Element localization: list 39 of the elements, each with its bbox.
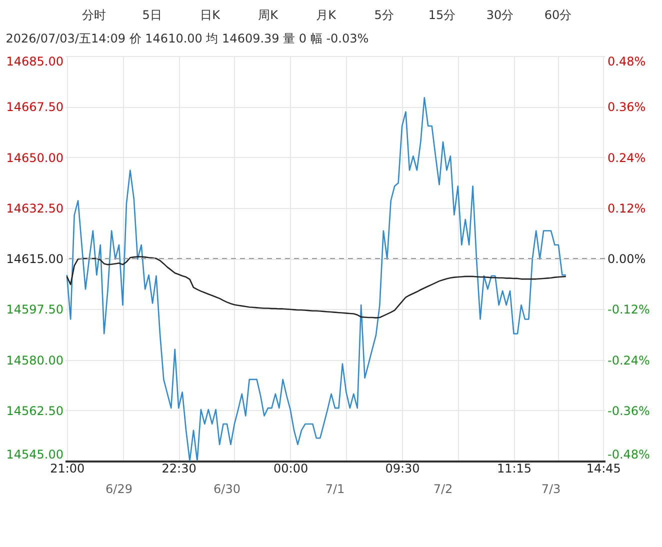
text: 5分 xyxy=(374,8,394,22)
x-tick-label: 00:00 xyxy=(274,462,308,476)
y2-tick-label: -0.48% xyxy=(608,448,650,462)
x-tick-label: 14:45 xyxy=(586,462,621,476)
y-tick-label: 14667.50 xyxy=(6,100,64,114)
y2-tick-label: -0.12% xyxy=(608,302,650,317)
text: 60分 xyxy=(544,8,572,22)
text: 15分 xyxy=(428,8,456,22)
text: 6/29 xyxy=(106,482,132,496)
y-tick-label: 14580.00 xyxy=(6,353,64,368)
y-tick-label: 14685.00 xyxy=(6,54,64,68)
y-tick-label: 14562.50 xyxy=(6,404,64,418)
text: 5日 xyxy=(142,8,162,22)
x-tick-label: 22:30 xyxy=(162,462,196,476)
text: 6/30 xyxy=(214,482,240,496)
y2-tick-label: -0.36% xyxy=(608,404,650,418)
text: 日K xyxy=(200,8,222,22)
y2-tick-label: 0.12% xyxy=(608,201,646,216)
text: 30分 xyxy=(486,8,514,22)
y-tick-label: 14632.50 xyxy=(6,201,64,216)
chart-title: 2026/07/03/五14:09 价 14610.00 均 14609.39 量 0 幅 -0.03% xyxy=(6,31,369,46)
y2-tick-label: 0.24% xyxy=(608,150,646,165)
text: 周K xyxy=(258,8,280,22)
y-tick-label: 14615.00 xyxy=(6,252,64,266)
y2-tick-label: 0.36% xyxy=(608,100,646,114)
text: 7/2 xyxy=(433,482,453,496)
text: 7/1 xyxy=(325,482,345,496)
y-tick-label: 14650.00 xyxy=(6,150,64,165)
text: 月K xyxy=(316,8,338,22)
x-tick-label: 21:00 xyxy=(50,462,85,476)
text: 7/3 xyxy=(541,482,561,496)
y-tick-label: 14597.50 xyxy=(6,302,64,317)
y2-tick-label: 0.48% xyxy=(608,54,646,68)
x-tick-label: 09:30 xyxy=(385,462,420,476)
x-tick-label: 11:15 xyxy=(496,462,532,476)
y2-tick-label: -0.24% xyxy=(608,353,650,368)
text: 分时 xyxy=(82,8,106,22)
y2-tick-label: 0.00% xyxy=(608,252,646,266)
y-tick-label: 14545.00 xyxy=(6,448,64,462)
